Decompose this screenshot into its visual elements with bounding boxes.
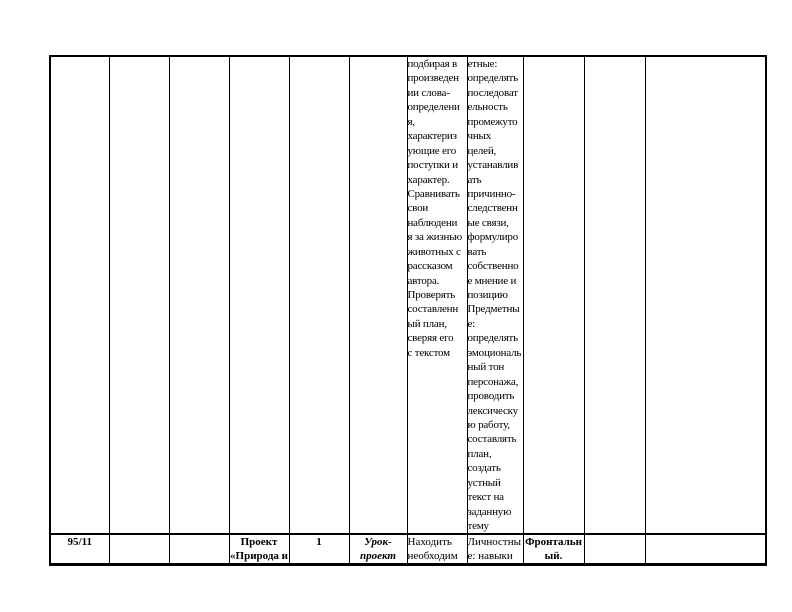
table-cell-empty [168,55,230,536]
table-cell-empty [583,533,646,566]
table-cell-empty [348,55,408,536]
table-cell-empty [522,55,585,536]
cell-lesson-topic: Проект «Природа и [228,533,290,566]
table-cell-empty [168,533,230,566]
table-cell-empty [583,55,646,536]
cell-student-activities: Находить необходим [406,533,468,566]
lesson-plan-table: подбирая в произведен ии слова-определени я… [49,55,767,567]
table-cell-empty [288,55,350,536]
cell-student-activities: подбирая в произведен ии слова-определени я… [406,55,468,536]
table-cell-empty [108,533,170,566]
table-cell-empty [644,55,767,536]
table-cell-empty [228,55,290,536]
cell-lesson-type: Урок-проект [348,533,408,566]
cell-lesson-number: 95/11 [49,533,110,566]
table-row-lesson-95-11: 95/11 Проект «Природа и 1 Урок-проект Нах… [49,533,767,566]
cell-uud-results: Личностны е: навыки [466,533,524,566]
table-cell-empty [49,55,110,536]
cell-uud-results: етные: определять последоват ельность промеж… [466,55,524,536]
table-cell-empty [644,533,767,566]
table-cell-empty [108,55,170,536]
cell-hours-count: 1 [288,533,350,566]
table-row-continuation: подбирая в произведен ии слова-определени я… [49,55,767,536]
cell-control-form: Фронтальн ый. [522,533,585,566]
